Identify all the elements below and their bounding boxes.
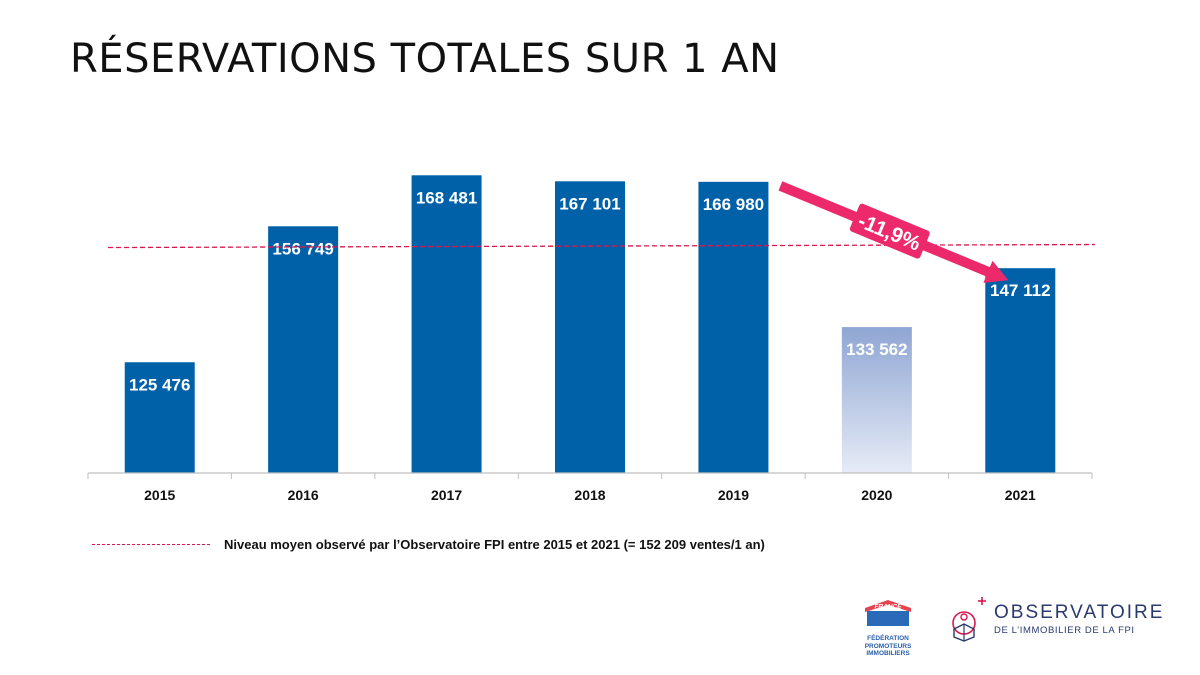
fpi-logo: FRANCE FÉDÉRATION PROMOTEURS IMMOBILIERS (862, 598, 914, 658)
x-tick-label-2016: 2016 (288, 487, 319, 503)
observatoire-logo: OBSERVATOIRE DE L’IMMOBILIER DE LA FPI (948, 595, 1164, 643)
legend: Niveau moyen observé par l’Observatoire … (92, 537, 765, 552)
legend-average-label: Niveau moyen observé par l’Observatoire … (224, 537, 765, 552)
data-label-2019: 166 980 (703, 195, 764, 214)
fpi-roof-icon: FRANCE (865, 600, 911, 626)
bar-2016 (268, 226, 339, 473)
observatoire-emblem-icon (952, 597, 986, 642)
bar-2015 (124, 362, 195, 473)
fpi-badge-text: FRANCE (874, 604, 902, 611)
x-tick-label-2018: 2018 (574, 487, 605, 503)
legend-average-line-swatch (92, 544, 210, 545)
observatoire-subtitle: DE L’IMMOBILIER DE LA FPI (994, 625, 1135, 636)
bar-2018 (555, 181, 625, 473)
fpi-line-2: PROMOTEURS (864, 642, 912, 650)
data-label-2016: 156 749 (272, 239, 333, 258)
bar-2017 (411, 175, 482, 473)
x-tick-label-2017: 2017 (431, 487, 462, 503)
data-label-2015: 125 476 (129, 375, 190, 394)
bar-2020 (841, 327, 912, 473)
data-label-2021: 147 112 (990, 281, 1051, 300)
data-label-2018: 167 101 (559, 194, 620, 213)
page-title: RÉSERVATIONS TOTALES SUR 1 AN (70, 36, 780, 82)
x-tick-label-2021: 2021 (1005, 487, 1036, 503)
data-label-2017: 168 481 (416, 188, 477, 207)
fpi-line-3: IMMOBILIERS (866, 650, 910, 657)
x-tick-label-2019: 2019 (718, 487, 749, 503)
x-tick-label-2015: 2015 (144, 487, 175, 503)
fpi-line-1: FÉDÉRATION (867, 635, 909, 642)
x-tick-label-2020: 2020 (861, 487, 892, 503)
bar-2021 (985, 268, 1056, 473)
observatoire-title: OBSERVATOIRE (994, 602, 1165, 623)
bar-chart: 125 476 156 749 168 481 167 101 166 980 133 5… (87, 175, 1096, 503)
average-line (107, 243, 1096, 249)
data-label-2020: 133 562 (846, 340, 907, 359)
bar-2019 (698, 181, 769, 473)
decline-label-box (849, 203, 930, 259)
